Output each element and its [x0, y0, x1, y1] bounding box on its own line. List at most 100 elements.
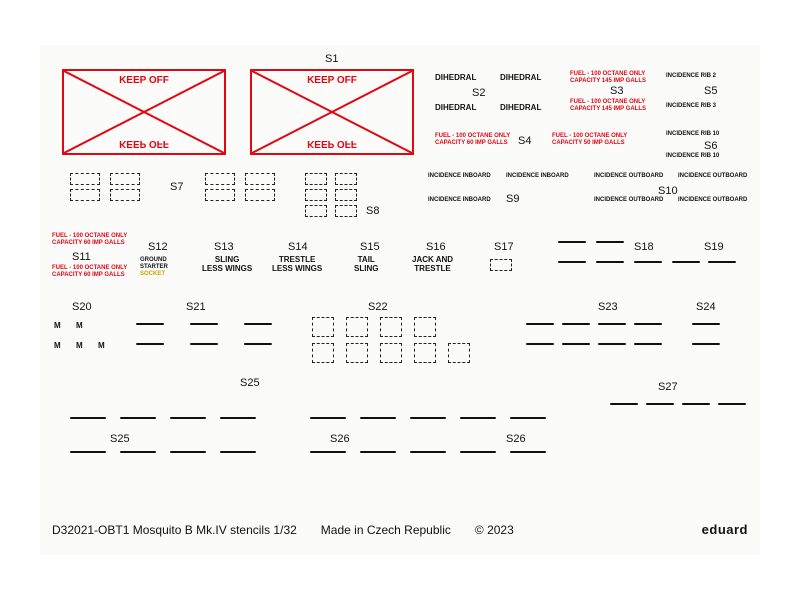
bar-mark — [510, 451, 546, 453]
keepoff-text-bottom: KEEP OFF — [64, 138, 224, 149]
s4-label: S4 — [518, 135, 531, 147]
trestle-less-wings: TRESTLE LESS WINGS — [272, 255, 322, 273]
stencil-box — [70, 189, 100, 201]
s10-label: S10 — [658, 185, 678, 197]
s15-label: S15 — [360, 241, 380, 253]
s6-label: S6 — [704, 140, 717, 152]
ground: GROUND — [140, 257, 167, 263]
small-mark — [634, 261, 662, 263]
incidence-inboard: INCIDENCE INBOARD — [428, 173, 491, 179]
small-mark — [634, 343, 662, 345]
s23-label: S23 — [598, 301, 618, 313]
small-mark — [634, 323, 662, 325]
s16-label: S16 — [426, 241, 446, 253]
bar-mark — [310, 417, 346, 419]
m-mark: M — [98, 341, 105, 350]
stencil-box — [110, 173, 140, 185]
bar-mark — [460, 417, 496, 419]
small-mark — [558, 241, 586, 243]
bar-mark — [220, 417, 256, 419]
dihedral: DIHEDRAL — [435, 103, 476, 112]
small-mark — [596, 261, 624, 263]
stencil-box — [305, 205, 327, 217]
fuel-text: CAPACITY 50 IMP GALLS — [552, 140, 625, 146]
small-mark — [244, 343, 272, 345]
m-mark: M — [54, 321, 61, 330]
keepoff-text-top: KEEP OFF — [252, 75, 412, 86]
bar-mark — [510, 417, 546, 419]
s1-label: S1 — [325, 53, 338, 65]
s13-label: S13 — [214, 241, 234, 253]
sling-less-wings: SLING LESS WINGS — [202, 255, 252, 273]
stencil-box — [335, 173, 357, 185]
small-mark — [718, 403, 746, 405]
fuel-text: CAPACITY 60 IMP GALLS — [52, 240, 125, 246]
stencil-box — [335, 205, 357, 217]
fuel-text: FUEL - 100 OCTANE ONLY — [435, 133, 510, 139]
s12-label: S12 — [148, 241, 168, 253]
stencil-box — [414, 317, 436, 337]
stencil-box — [245, 189, 275, 201]
small-mark — [526, 343, 554, 345]
stencil-box — [312, 343, 334, 363]
s9-label: S9 — [506, 193, 519, 205]
brand-logo: eduard — [702, 522, 748, 537]
stencil-box — [70, 173, 100, 185]
s27-label: S27 — [658, 381, 678, 393]
bar-mark — [220, 451, 256, 453]
s25-label: S25 — [110, 433, 130, 445]
incidence-outboard: INCIDENCE OUTBOARD — [594, 197, 663, 203]
dihedral: DIHEDRAL — [435, 73, 476, 82]
incidence-rib: INCIDENCE RIB 2 — [666, 73, 716, 79]
m-mark: M — [54, 341, 61, 350]
s19-label: S19 — [704, 241, 724, 253]
small-mark — [598, 343, 626, 345]
bar-mark — [120, 451, 156, 453]
bar-mark — [410, 417, 446, 419]
bar-mark — [170, 451, 206, 453]
tail-sling: TAIL SLING — [354, 255, 378, 273]
s17-label: S17 — [494, 241, 514, 253]
s7-label: S7 — [170, 181, 183, 193]
fuel-text: FUEL - 100 OCTANE ONLY — [570, 99, 645, 105]
stencil-box — [346, 343, 368, 363]
footer: D32021-OBT1 Mosquito B Mk.IV stencils 1/… — [52, 522, 748, 537]
stencil-box — [335, 189, 357, 201]
small-mark — [672, 261, 700, 263]
small-mark — [526, 323, 554, 325]
bar-mark — [360, 451, 396, 453]
fuel-text: CAPACITY 60 IMP GALLS — [435, 140, 508, 146]
dihedral: DIHEDRAL — [500, 103, 541, 112]
copyright: © 2023 — [475, 523, 514, 537]
stencil-box — [312, 317, 334, 337]
keepoff-box-left: KEEP OFF KEEP OFF — [62, 69, 226, 155]
s24-label: S24 — [696, 301, 716, 313]
incidence-inboard: INCIDENCE INBOARD — [506, 173, 569, 179]
fuel-text: FUEL - 100 OCTANE ONLY — [52, 233, 127, 239]
bar-mark — [170, 417, 206, 419]
stencil-box — [380, 317, 402, 337]
stencil-box — [245, 173, 275, 185]
small-mark — [598, 323, 626, 325]
incidence-outboard: INCIDENCE OUTBOARD — [594, 173, 663, 179]
incidence-rib: INCIDENCE RIB 3 — [666, 103, 716, 109]
small-mark — [136, 323, 164, 325]
incidence-inboard: INCIDENCE INBOARD — [428, 197, 491, 203]
stencil-box — [346, 317, 368, 337]
bar-mark — [410, 451, 446, 453]
socket: SOCKET — [140, 271, 165, 277]
s20-label: S20 — [72, 301, 92, 313]
stencil-box — [305, 189, 327, 201]
small-mark — [558, 261, 586, 263]
small-mark — [610, 403, 638, 405]
fuel-text: FUEL - 100 OCTANE ONLY — [552, 133, 627, 139]
small-mark — [692, 343, 720, 345]
small-mark — [562, 323, 590, 325]
s26-label: S26 — [506, 433, 526, 445]
stencil-box — [110, 189, 140, 201]
stencil-box — [205, 189, 235, 201]
fuel-text: CAPACITY 145 IMP GALLS — [570, 106, 646, 112]
bar-mark — [70, 417, 106, 419]
jack-trestle: JACK AND TRESTLE — [412, 255, 453, 273]
small-mark — [562, 343, 590, 345]
